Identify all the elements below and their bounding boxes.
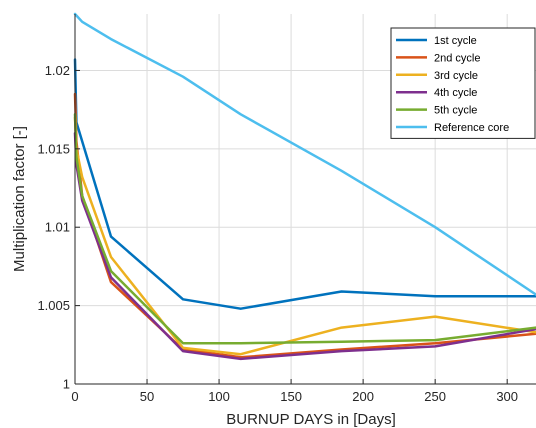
legend: 1st cycle 2nd cycle 3rd cycle 4th cycle 5th … (390, 27, 536, 139)
x-tick-label: 150 (280, 389, 302, 404)
series-line-6 (73, 12, 536, 296)
legend-entry: 5th cycle (434, 105, 477, 117)
series-line-1 (73, 58, 536, 310)
x-tick-label: 300 (496, 389, 518, 404)
legend-entry: Reference core (434, 122, 509, 134)
y-axis-label: Multiplication factor [-] (11, 126, 28, 272)
x-ticks: 0 50 100 150 200 250 300 (71, 379, 518, 404)
y-tick-label: 1.02 (45, 63, 70, 78)
legend-box (390, 27, 536, 139)
x-tick-label: 200 (352, 389, 374, 404)
x-tick-label: 0 (71, 389, 78, 404)
x-tick-label: 50 (140, 389, 154, 404)
series-group (73, 12, 536, 361)
legend-entry: 1st cycle (434, 35, 477, 47)
legend-entry: 2nd cycle (434, 52, 480, 64)
axes (74, 14, 536, 385)
series-line-5 (73, 113, 536, 345)
y-tick-label: 1 (63, 377, 70, 392)
x-tick-label: 100 (208, 389, 230, 404)
series-line-3 (73, 116, 536, 356)
y-tick-label: 1.005 (37, 298, 70, 313)
legend-entry: 3rd cycle (434, 70, 478, 82)
legend-entry: 4th cycle (434, 87, 477, 99)
y-tick-label: 1.01 (45, 220, 70, 235)
x-axis-label: BURNUP DAYS in [Days] (226, 411, 396, 428)
y-ticks: 1 1.005 1.01 1.015 1.02 (37, 63, 80, 392)
y-tick-label: 1.015 (37, 141, 70, 156)
x-tick-label: 250 (424, 389, 446, 404)
